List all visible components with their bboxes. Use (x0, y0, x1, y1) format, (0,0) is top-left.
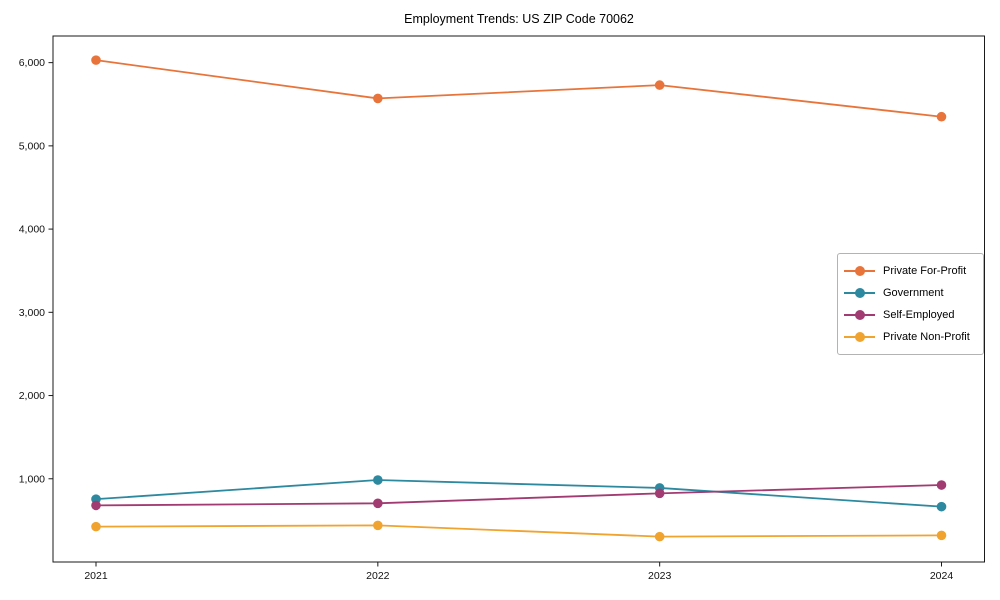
x-tick-label: 2021 (84, 570, 108, 582)
plot-border (52, 35, 985, 563)
y-tick-label: 2,000 (19, 390, 45, 402)
data-point (91, 521, 101, 532)
data-point (373, 475, 383, 485)
x-tick-label: 2024 (930, 570, 954, 582)
data-point (936, 111, 947, 122)
data-point (373, 520, 383, 531)
chart-title: Employment Trends: US ZIP Code 70062 (404, 12, 634, 26)
data-point (373, 93, 383, 104)
data-point (936, 530, 947, 541)
data-point (936, 480, 947, 490)
data-point (654, 80, 665, 90)
legend-label: Private For-Profit (883, 265, 967, 277)
legend-item: Government (844, 282, 975, 304)
data-point (91, 500, 101, 511)
legend-item: Private Non-Profit (844, 326, 975, 348)
legend-item: Private For-Profit (844, 260, 975, 282)
x-tick-label: 2022 (366, 570, 390, 582)
y-tick-label: 1,000 (19, 473, 45, 485)
legend-marker-icon (844, 288, 875, 298)
legend-label: Private Non-Profit (883, 331, 970, 343)
series-line (95, 484, 942, 507)
data-point (936, 501, 947, 512)
legend-marker-icon (844, 310, 875, 320)
legend-item: Self-Employed (844, 304, 975, 326)
data-point (654, 488, 665, 499)
legend: Private For-Profit Government Self-Employe… (837, 253, 984, 355)
data-point (373, 498, 383, 509)
y-tick-label: 4,000 (19, 224, 45, 236)
series-line (95, 479, 942, 508)
legend-marker-icon (844, 266, 875, 276)
legend-label: Government (883, 287, 944, 299)
y-tick-label: 3,000 (19, 307, 45, 319)
series-line (95, 59, 942, 118)
legend-label: Self-Employed (883, 309, 955, 321)
data-point (91, 55, 101, 65)
legend-marker-icon (844, 332, 875, 342)
y-tick-label: 6,000 (19, 57, 45, 69)
data-point (654, 531, 665, 542)
series-line (95, 524, 942, 538)
y-tick-label: 5,000 (19, 140, 45, 152)
x-tick-label: 2023 (648, 570, 672, 582)
